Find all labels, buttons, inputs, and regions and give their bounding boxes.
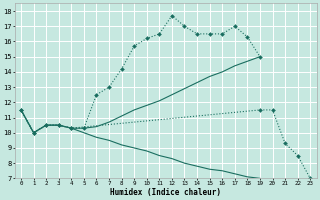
X-axis label: Humidex (Indice chaleur): Humidex (Indice chaleur) (110, 188, 221, 197)
